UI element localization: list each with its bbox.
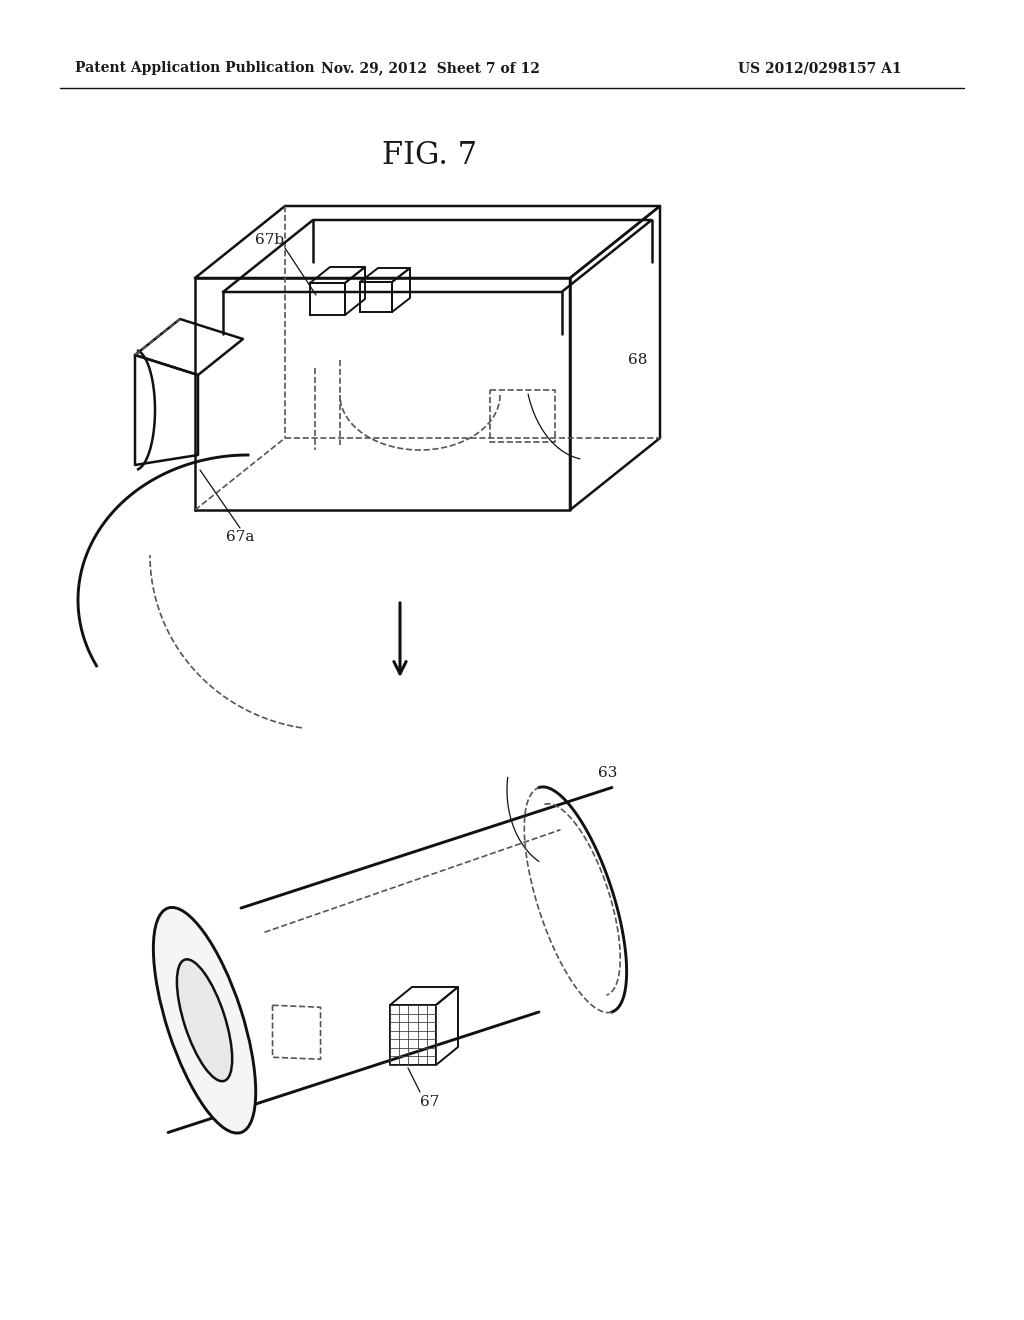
Ellipse shape bbox=[154, 907, 256, 1133]
Ellipse shape bbox=[177, 960, 232, 1081]
Text: FIG. 7: FIG. 7 bbox=[382, 140, 477, 170]
Text: Patent Application Publication: Patent Application Publication bbox=[75, 61, 314, 75]
Text: 67b: 67b bbox=[255, 234, 284, 247]
Text: 67a: 67a bbox=[226, 531, 254, 544]
Text: 67: 67 bbox=[420, 1096, 439, 1109]
Text: 68: 68 bbox=[628, 352, 647, 367]
Text: US 2012/0298157 A1: US 2012/0298157 A1 bbox=[738, 61, 902, 75]
Text: 63: 63 bbox=[598, 766, 617, 780]
Text: Nov. 29, 2012  Sheet 7 of 12: Nov. 29, 2012 Sheet 7 of 12 bbox=[321, 61, 540, 75]
